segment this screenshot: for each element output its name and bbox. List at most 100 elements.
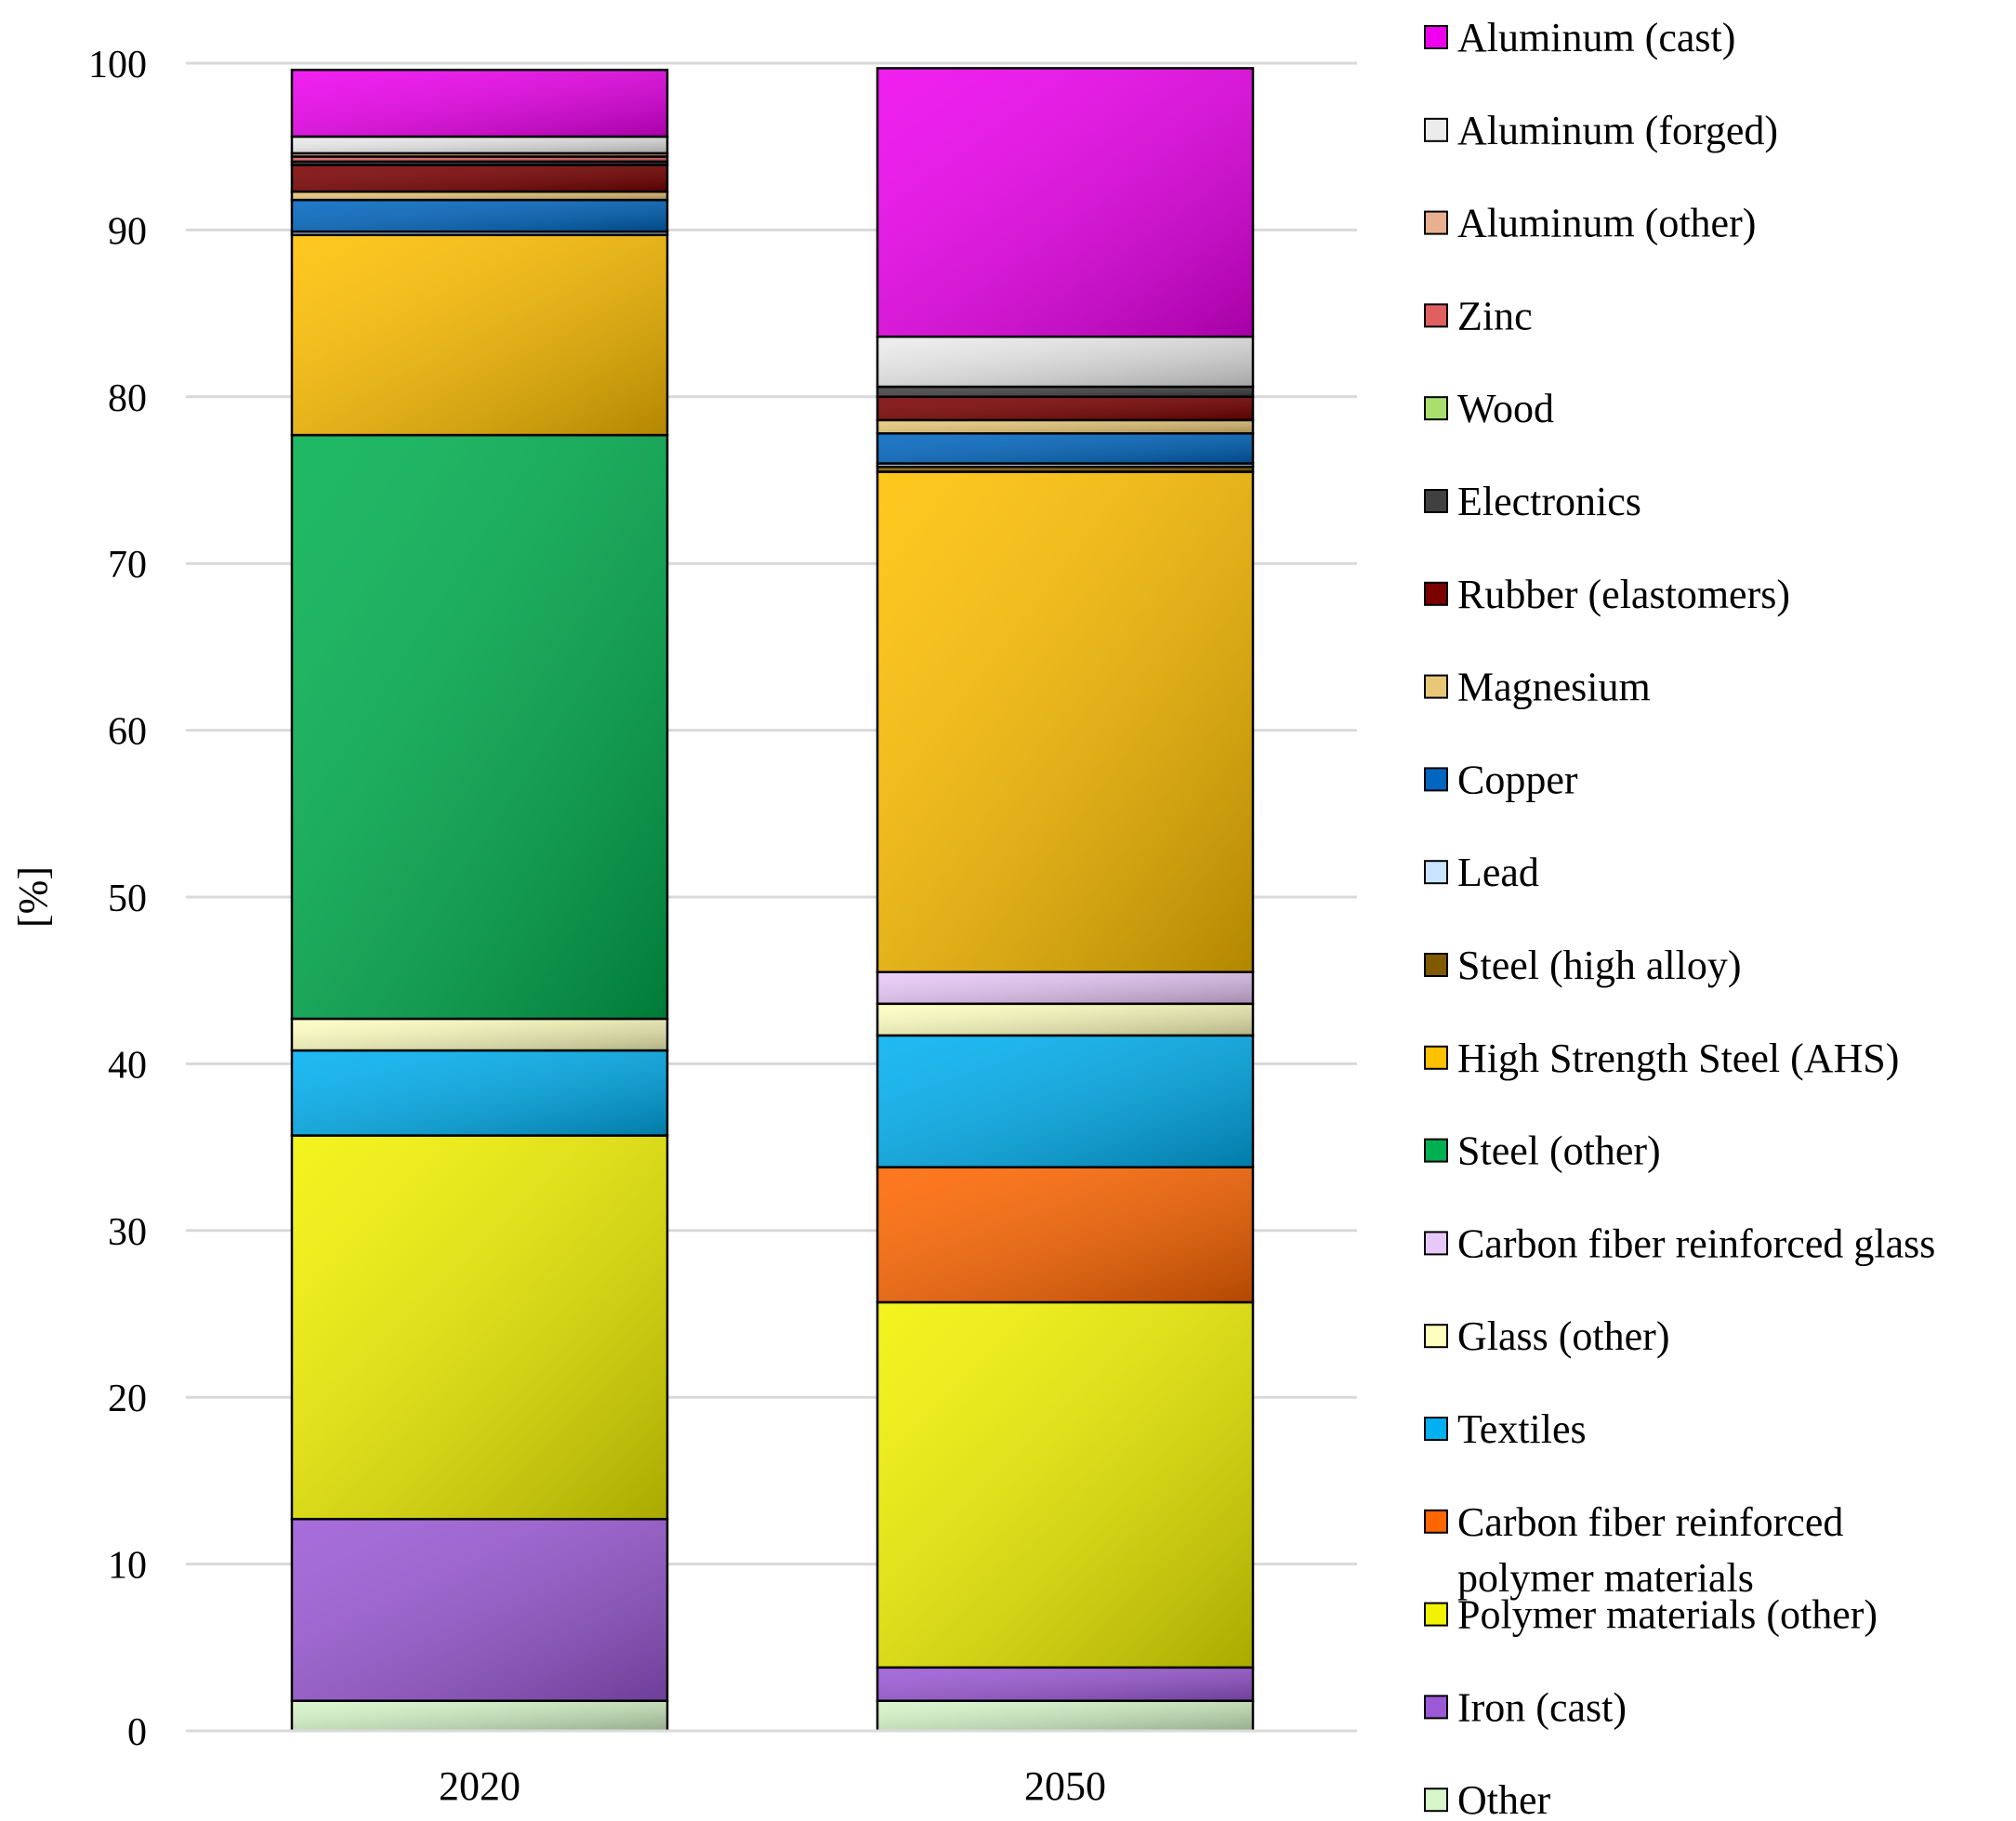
legend-item: Lead [1424, 850, 1539, 895]
bar-segment-outline [876, 67, 1255, 338]
legend-item: Aluminum (cast) [1424, 15, 1735, 60]
bar-segment-outline [290, 1134, 669, 1521]
bar-segment-outline [876, 335, 1255, 389]
legend-swatch [1424, 1045, 1448, 1070]
y-axis-ticks: 0 10 20 30 40 50 60 70 80 90 100 [88, 44, 147, 1754]
legend-item: Steel (other) [1424, 1128, 1661, 1174]
legend-swatch [1424, 1231, 1448, 1256]
y-tick-label: 0 [127, 1711, 147, 1754]
legend-item: Carbon fiber reinforced polymer materials [1424, 1499, 1843, 1601]
legend-label: Steel (other) [1457, 1128, 1661, 1174]
x-tick-label: 2020 [439, 1763, 520, 1809]
bar-segment-outline [876, 1666, 1255, 1702]
legend-swatch [1424, 25, 1448, 49]
y-tick-label: 20 [108, 1378, 147, 1420]
bar-segment-outline [290, 135, 669, 155]
bar-segment-outline [290, 1049, 669, 1137]
legend-label: Carbon fiber reinforced [1457, 1499, 1843, 1545]
y-tick-label: 60 [108, 711, 147, 754]
legend-label: Other [1457, 1777, 1551, 1821]
legend-item: Aluminum (other) [1424, 201, 1756, 246]
legend-item: Other [1424, 1777, 1551, 1821]
bar-segment-outline [290, 190, 669, 202]
legend-swatch [1424, 210, 1448, 235]
legend-item: Carbon fiber reinforced glass [1424, 1221, 1935, 1266]
legend-label: Aluminum (forged) [1457, 108, 1778, 153]
legend-label: Lead [1457, 850, 1539, 895]
bar-segment-outline [290, 68, 669, 139]
legend-label: Rubber (elastomers) [1457, 572, 1790, 617]
bar-stack-2050 [876, 67, 1255, 1733]
legend-item: High Strength Steel (AHS) [1424, 1036, 1899, 1081]
bar-segment-outline [290, 433, 669, 1021]
legend-item: Electronics [1424, 479, 1641, 524]
legend-label: Textiles [1457, 1406, 1587, 1452]
legend-swatch [1424, 767, 1448, 792]
legend-item: Magnesium [1424, 665, 1651, 710]
y-tick-label: 100 [88, 44, 147, 86]
bar-segment-outline [290, 198, 669, 233]
y-tick-label: 90 [108, 210, 147, 253]
legend-swatch [1424, 581, 1448, 606]
bar-segment-outline [876, 385, 1255, 399]
bar-segment-outline [876, 418, 1255, 435]
legend-swatch [1424, 1602, 1448, 1627]
bar-segment-outline [876, 470, 1255, 973]
y-tick-label: 80 [108, 377, 147, 420]
legend-label: Electronics [1457, 479, 1641, 524]
legend-swatch [1424, 396, 1448, 421]
legend-swatch [1424, 674, 1448, 699]
legend-label: Carbon fiber reinforced glass [1457, 1221, 1935, 1266]
legend-swatch [1424, 1324, 1448, 1349]
x-tick-label: 2050 [1024, 1763, 1106, 1809]
y-tick-label: 30 [108, 1211, 147, 1254]
legend-swatch [1424, 489, 1448, 513]
legend-swatch [1424, 1417, 1448, 1441]
legend-swatch [1424, 860, 1448, 885]
legend-label: Magnesium [1457, 665, 1651, 710]
bar-segment-outline [876, 1699, 1255, 1733]
bar-segment-outline [290, 1517, 669, 1702]
legend-item: Steel (high alloy) [1424, 943, 1742, 988]
legend-item: Zinc [1424, 293, 1533, 338]
y-tick-label: 70 [108, 544, 147, 587]
bar-segment-outline [876, 1034, 1255, 1168]
legend-item: Aluminum (forged) [1424, 108, 1778, 153]
y-tick-label: 50 [108, 878, 147, 920]
bar-segment-outline [876, 970, 1255, 1006]
bar-stack-2020 [290, 68, 669, 1733]
y-tick-label: 40 [108, 1044, 147, 1087]
legend-label: Glass (other) [1457, 1313, 1670, 1359]
legend-swatch [1424, 117, 1448, 142]
bar-segment-outline [290, 164, 669, 193]
legend-label: Aluminum (cast) [1457, 15, 1735, 60]
legend-item: Textiles [1424, 1406, 1587, 1452]
legend-swatch [1424, 303, 1448, 328]
legend: Aluminum (cast) Aluminum (forged) Aluminum… [1424, 15, 1935, 1821]
legend-label: Zinc [1457, 293, 1533, 338]
x-axis-ticks: 2020 2050 [439, 1763, 1106, 1809]
legend-label: Aluminum (other) [1457, 201, 1756, 246]
legend-swatch [1424, 1509, 1448, 1534]
legend-item: Rubber (elastomers) [1424, 572, 1790, 617]
legend-swatch [1424, 953, 1448, 977]
legend-swatch [1424, 1788, 1448, 1813]
bar-segment-outline [290, 1017, 669, 1052]
legend-item: Copper [1424, 757, 1578, 802]
legend-item: Glass (other) [1424, 1313, 1670, 1359]
legend-label: polymer materials [1457, 1555, 1754, 1601]
legend-label: Polymer materials (other) [1457, 1592, 1878, 1638]
legend-item: Polymer materials (other) [1424, 1592, 1878, 1638]
bars [186, 67, 1357, 1733]
y-axis-label: [%] [10, 866, 56, 928]
bar-segment-outline [876, 1166, 1255, 1304]
legend-swatch [1424, 1138, 1448, 1163]
legend-item: Wood [1424, 386, 1554, 431]
legend-swatch [1424, 1695, 1448, 1720]
bar-segment-outline [876, 1002, 1255, 1037]
bar-segment-outline [290, 1699, 669, 1733]
bar-segment-outline [876, 395, 1255, 422]
legend-label: Wood [1457, 386, 1554, 431]
y-tick-label: 10 [108, 1545, 147, 1588]
